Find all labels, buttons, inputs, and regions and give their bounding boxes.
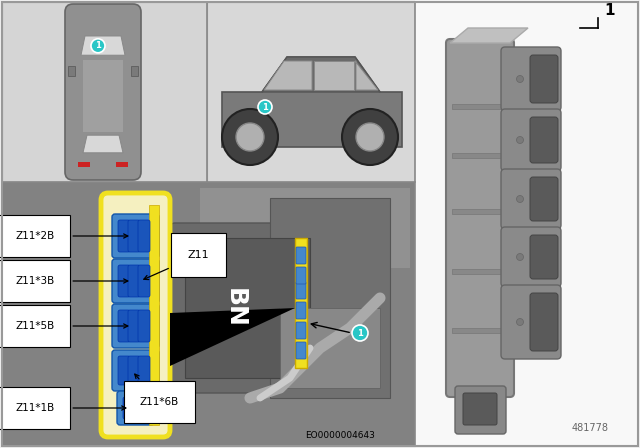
Polygon shape (222, 57, 402, 147)
FancyBboxPatch shape (117, 391, 154, 425)
Bar (452, 268, 508, 273)
FancyBboxPatch shape (138, 310, 150, 342)
FancyBboxPatch shape (128, 356, 140, 385)
FancyBboxPatch shape (296, 247, 306, 264)
FancyBboxPatch shape (296, 282, 306, 299)
Bar (452, 153, 508, 158)
FancyBboxPatch shape (118, 356, 130, 385)
FancyBboxPatch shape (101, 193, 170, 437)
Text: Z11*6B: Z11*6B (135, 374, 179, 407)
Polygon shape (81, 36, 125, 55)
FancyBboxPatch shape (128, 220, 140, 252)
FancyBboxPatch shape (128, 265, 140, 297)
Text: Z11*2B: Z11*2B (15, 231, 128, 241)
Bar (207, 2, 415, 182)
FancyBboxPatch shape (138, 356, 150, 385)
Circle shape (516, 137, 524, 143)
Polygon shape (450, 28, 528, 43)
FancyBboxPatch shape (118, 310, 130, 342)
Circle shape (236, 123, 264, 151)
FancyBboxPatch shape (112, 304, 159, 348)
FancyBboxPatch shape (463, 393, 497, 425)
FancyBboxPatch shape (530, 293, 558, 351)
Circle shape (352, 325, 368, 341)
FancyBboxPatch shape (65, 4, 141, 180)
FancyBboxPatch shape (133, 397, 145, 419)
FancyBboxPatch shape (112, 214, 159, 258)
FancyBboxPatch shape (501, 47, 561, 111)
Circle shape (342, 109, 398, 165)
FancyBboxPatch shape (530, 235, 558, 279)
Circle shape (516, 76, 524, 82)
Text: EO0000004643: EO0000004643 (305, 431, 375, 440)
Bar (185, 238, 310, 378)
Polygon shape (262, 57, 380, 92)
Bar (2, 182, 415, 446)
FancyBboxPatch shape (501, 169, 561, 229)
Bar (452, 209, 508, 214)
FancyBboxPatch shape (128, 310, 140, 342)
FancyBboxPatch shape (501, 109, 561, 171)
FancyBboxPatch shape (530, 177, 558, 221)
Circle shape (91, 39, 105, 53)
Polygon shape (170, 308, 295, 366)
Bar (83, 60, 123, 132)
FancyBboxPatch shape (530, 55, 558, 103)
Bar (452, 104, 508, 109)
FancyBboxPatch shape (501, 285, 561, 359)
FancyBboxPatch shape (123, 397, 135, 419)
Bar (131, 66, 138, 76)
Bar (116, 162, 128, 167)
Polygon shape (355, 61, 378, 90)
Text: Z11*3B: Z11*3B (15, 276, 128, 286)
Polygon shape (264, 61, 312, 90)
Text: 1: 1 (262, 103, 268, 112)
FancyBboxPatch shape (296, 302, 306, 319)
FancyBboxPatch shape (118, 220, 130, 252)
Bar (149, 205, 159, 425)
FancyBboxPatch shape (446, 39, 514, 397)
FancyBboxPatch shape (530, 117, 558, 163)
Circle shape (258, 100, 272, 114)
FancyBboxPatch shape (296, 267, 306, 284)
FancyBboxPatch shape (118, 265, 130, 297)
Polygon shape (83, 135, 123, 153)
Text: Z11*5B: Z11*5B (15, 321, 128, 331)
Bar (68, 66, 75, 76)
Circle shape (356, 123, 384, 151)
FancyBboxPatch shape (138, 265, 150, 297)
Text: BN: BN (223, 288, 247, 328)
FancyBboxPatch shape (138, 220, 150, 252)
FancyBboxPatch shape (296, 342, 306, 359)
Circle shape (516, 195, 524, 202)
FancyBboxPatch shape (501, 227, 561, 287)
Circle shape (222, 109, 278, 165)
FancyBboxPatch shape (170, 223, 325, 393)
Bar (295, 238, 307, 368)
Bar (78, 162, 90, 167)
Text: Z11*1B: Z11*1B (15, 403, 126, 413)
Text: 1: 1 (95, 41, 101, 50)
FancyBboxPatch shape (296, 322, 306, 339)
Bar (270, 198, 390, 398)
Text: 1: 1 (357, 328, 363, 337)
Bar (452, 328, 508, 333)
Bar (2, 182, 415, 446)
FancyBboxPatch shape (455, 386, 506, 434)
FancyBboxPatch shape (112, 350, 159, 391)
Circle shape (516, 319, 524, 326)
Polygon shape (314, 61, 354, 90)
Bar (200, 188, 410, 268)
Bar (280, 308, 380, 388)
Circle shape (516, 254, 524, 260)
FancyBboxPatch shape (112, 259, 159, 303)
Text: Z11: Z11 (144, 250, 210, 280)
Bar (415, 0, 638, 446)
Text: 1: 1 (605, 3, 615, 17)
Bar (2, 2, 207, 182)
Text: 481778: 481778 (572, 423, 609, 433)
